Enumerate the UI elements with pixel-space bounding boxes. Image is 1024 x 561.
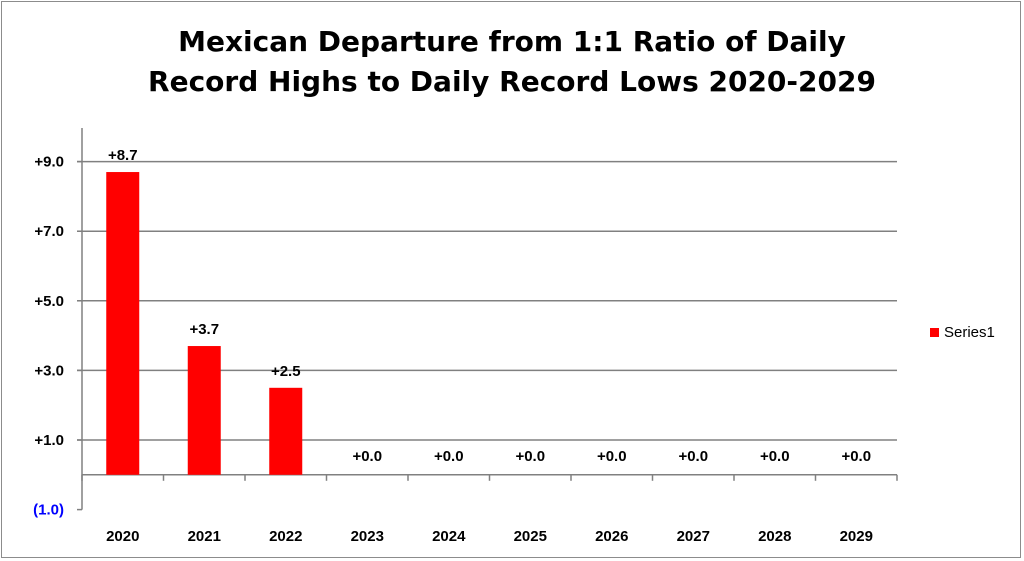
legend-label: Series1 bbox=[944, 324, 995, 341]
legend: Series1 bbox=[930, 324, 995, 341]
data-label: +0.0 bbox=[760, 448, 790, 465]
chart-title-line-1: Mexican Departure from 1:1 Ratio of Dail… bbox=[178, 25, 846, 58]
chart-title: Mexican Departure from 1:1 Ratio of Dail… bbox=[0, 22, 1024, 102]
x-tick-label: 2022 bbox=[269, 528, 302, 545]
bar bbox=[106, 172, 140, 475]
y-tick-label: (1.0) bbox=[33, 502, 64, 519]
y-tick-label: +9.0 bbox=[34, 154, 64, 171]
data-label: +2.5 bbox=[271, 363, 301, 380]
data-label: +0.0 bbox=[515, 448, 545, 465]
data-label: +0.0 bbox=[352, 448, 382, 465]
x-tick-label: 2029 bbox=[840, 528, 873, 545]
y-tick-label: +1.0 bbox=[34, 432, 64, 449]
x-tick-label: 2025 bbox=[514, 528, 547, 545]
y-tick-label: +7.0 bbox=[34, 223, 64, 240]
x-tick-label: 2023 bbox=[351, 528, 384, 545]
x-tick-label: 2027 bbox=[677, 528, 710, 545]
chart-title-line-2: Record Highs to Daily Record Lows 2020-2… bbox=[148, 65, 876, 98]
data-label: +0.0 bbox=[597, 448, 627, 465]
data-label: +0.0 bbox=[678, 448, 708, 465]
x-tick-label: 2028 bbox=[758, 528, 791, 545]
data-label: +0.0 bbox=[434, 448, 464, 465]
data-label: +0.0 bbox=[841, 448, 871, 465]
data-label: +8.7 bbox=[108, 147, 138, 164]
x-tick-label: 2020 bbox=[106, 528, 139, 545]
y-tick-label: +3.0 bbox=[34, 362, 64, 379]
data-label: +3.7 bbox=[189, 321, 219, 338]
y-tick-label: +5.0 bbox=[34, 293, 64, 310]
x-tick-label: 2026 bbox=[595, 528, 628, 545]
legend-swatch bbox=[930, 328, 939, 337]
x-tick-label: 2024 bbox=[432, 528, 466, 545]
bar bbox=[187, 346, 221, 475]
bar bbox=[269, 387, 303, 475]
x-tick-label: 2021 bbox=[188, 528, 221, 545]
